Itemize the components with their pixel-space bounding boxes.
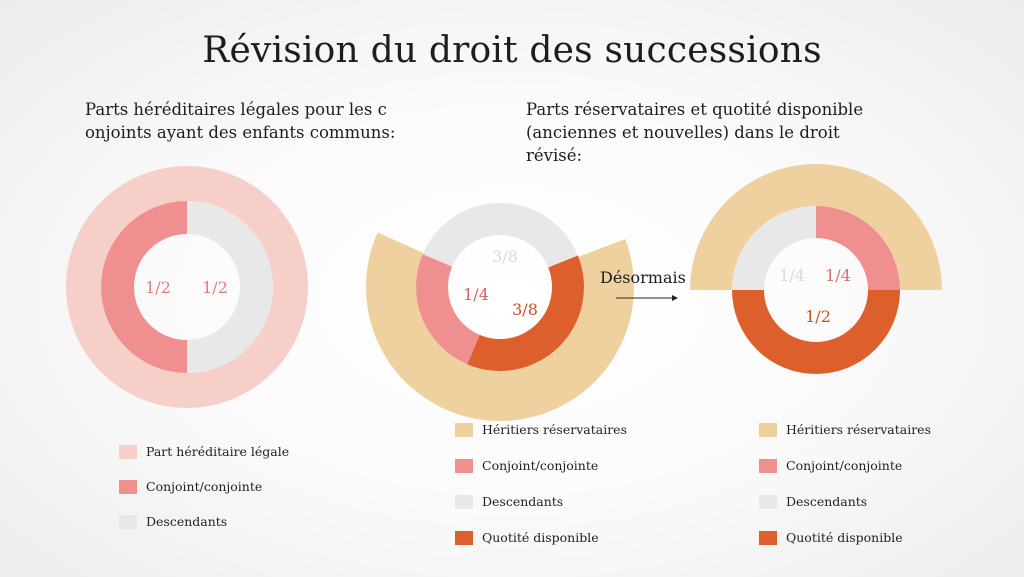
pie-2-ring-2-slice-descendants	[422, 203, 578, 268]
pie-3-label-conjoint-conjointe: 1/4	[825, 266, 851, 285]
legend-label: Part héréditaire légale	[146, 444, 290, 459]
pie-2-label-descendants: 3/8	[492, 247, 518, 266]
legend-swatch	[119, 479, 137, 494]
legend-item-descendants: Descendants	[455, 494, 563, 509]
pie-2-label-quotite-disponible: 3/8	[512, 300, 538, 319]
legend-label: Quotité disponible	[786, 530, 903, 545]
pie-3-ring-2-slice-conjoint-conjointe	[816, 206, 900, 290]
legend-label: Conjoint/conjointe	[146, 479, 263, 494]
legend-label: Héritiers réservataires	[482, 422, 627, 437]
pie-1-ring-2-slice-conjoint-conjointe	[101, 201, 187, 373]
pie-2-ring-2-slice-conjoint-conjointe	[416, 254, 480, 365]
pie-3-ring-2-slice-descendants	[732, 206, 816, 290]
subtitle-left: Parts héréditaires légales pour les c on…	[85, 100, 396, 142]
legend-item-heritiers-reservataires: Héritiers réservataires	[759, 422, 931, 437]
pie-1-ring-2-slice-descendants	[187, 201, 273, 373]
legend-swatch	[455, 422, 473, 437]
arrow-label: Désormais	[600, 268, 686, 287]
legend-item-conjoint-conjointe: Conjoint/conjointe	[455, 458, 598, 473]
page-title: Révision du droit des successions	[202, 30, 822, 71]
pie-3-label-descendants: 1/4	[779, 266, 805, 285]
legend-swatch	[759, 530, 777, 545]
pie-1-label-conjoint-conjointe: 1/2	[145, 278, 171, 297]
legend-item-quotite-disponible: Quotité disponible	[759, 530, 903, 545]
pie-3-ring-1-slice-heritiers-reservataires	[690, 164, 942, 290]
legend-item-quotite-disponible: Quotité disponible	[455, 530, 599, 545]
legend-label: Descendants	[786, 494, 868, 509]
pie-1-label-descendants: 1/2	[202, 278, 228, 297]
pie-chart-2: 3/83/81/4	[365, 203, 634, 421]
legend-item-heritiers-reservataires: Héritiers réservataires	[455, 422, 627, 437]
legend-label: Descendants	[482, 494, 564, 509]
legend-item-part-hereditaire-legale: Part héréditaire légale	[119, 444, 289, 459]
pie-2-label-conjoint-conjointe: 1/4	[463, 285, 489, 304]
pie-3-ring-2-slice-quotite-disponible	[732, 290, 900, 374]
pie-chart-3: 1/4 1/4 1/2	[690, 164, 942, 374]
arrow-right-icon	[616, 295, 678, 301]
legend-item-descendants: Descendants	[119, 514, 227, 529]
pie-3-label-quotite-disponible: 1/2	[805, 307, 831, 326]
subtitle-right: Parts réservataires et quotité disponibl…	[526, 100, 864, 165]
legend-label: Descendants	[146, 514, 228, 529]
legend-label: Héritiers réservataires	[786, 422, 931, 437]
legend-swatch	[759, 494, 777, 509]
pie-2-ring-1-slice-heritiers-reservataires	[365, 232, 634, 421]
pie-chart-1: 1/2 1/2	[66, 166, 308, 408]
legend-swatch	[119, 444, 137, 459]
legend-swatch	[455, 494, 473, 509]
legend-item-conjoint-conjointe: Conjoint/conjointe	[119, 479, 262, 494]
legend-label: Conjoint/conjointe	[482, 458, 599, 473]
legend-item-descendants: Descendants	[759, 494, 867, 509]
legend-label: Quotité disponible	[482, 530, 599, 545]
legend-swatch	[119, 514, 137, 529]
legend-swatch	[759, 458, 777, 473]
legend-swatch	[455, 530, 473, 545]
legend-item-conjoint-conjointe: Conjoint/conjointe	[759, 458, 902, 473]
legend-label: Conjoint/conjointe	[786, 458, 903, 473]
pie-2-ring-2-slice-quotite-disponible	[467, 255, 584, 371]
legend-swatch	[455, 458, 473, 473]
legend-swatch	[759, 422, 777, 437]
